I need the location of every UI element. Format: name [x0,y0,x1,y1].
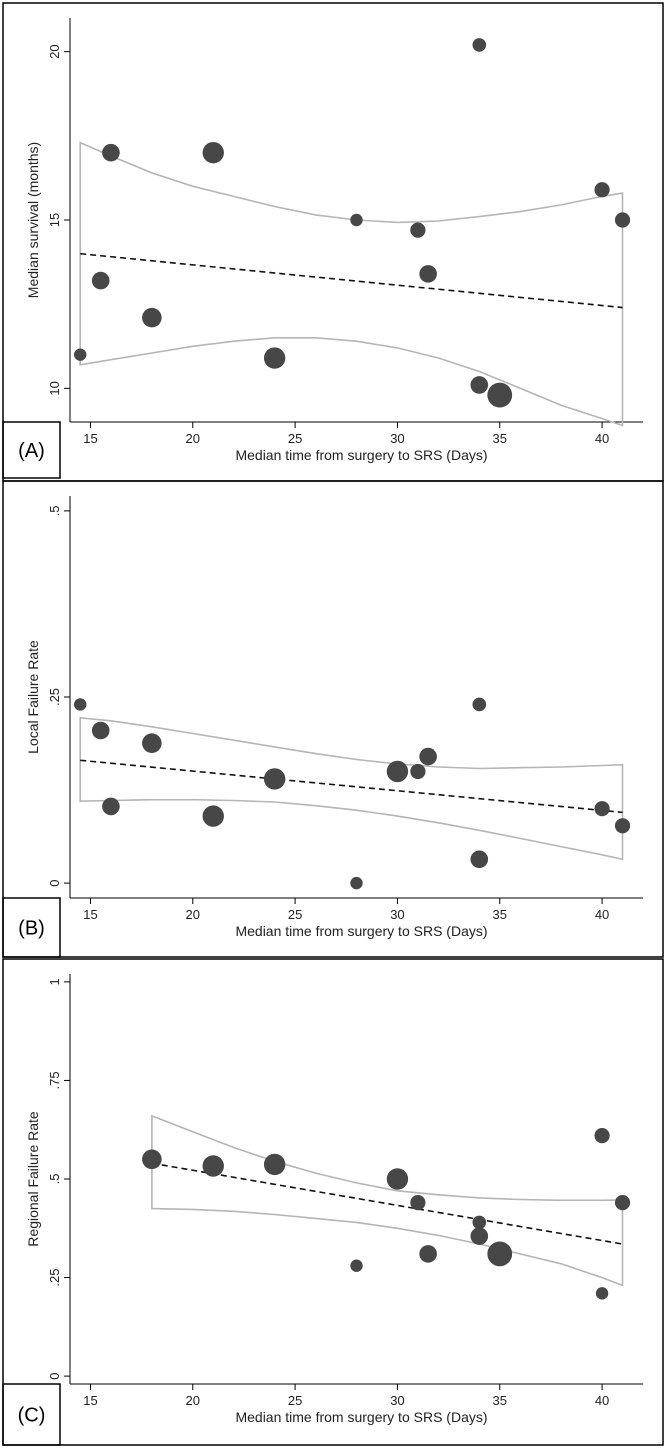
y-axis-title: Median survival (months) [25,142,41,298]
data-point [350,213,363,227]
fit-line [80,759,623,814]
x-tick-label: 30 [390,907,404,922]
data-point [595,1287,609,1300]
panel-tag: (B) [18,918,45,940]
data-point [594,801,610,817]
data-point [419,1245,437,1263]
chart-panel: 15 20 25 30 35 40 0 .25 .5 Median time from surge… [2,480,664,958]
data-point [263,768,286,790]
panel-border [2,2,664,482]
data-point [410,763,426,780]
y-tick-label: .75 [47,1071,62,1089]
y-axis-title: Regional Failure Rate [25,1111,41,1247]
y-tick-label: 0 [47,879,62,886]
x-tick-label: 25 [288,431,302,446]
data-point [386,760,409,783]
y-tick-label: 15 [47,213,62,227]
panel-tag: (A) [18,440,45,462]
x-tick-label: 15 [83,907,97,922]
y-tick-label: 10 [47,381,62,395]
y-tick-label: .25 [47,1269,62,1287]
panel-border [2,480,664,958]
data-point [410,222,426,238]
data-point [614,1195,631,1211]
x-axis-title: Median time from surgery to SRS (Days) [235,923,487,939]
x-tick-label: 35 [493,431,507,446]
x-axis-title: Median time from surgery to SRS (Days) [235,447,487,463]
y-tick-label: .5 [47,1174,62,1185]
x-tick-label: 35 [493,907,507,922]
data-point [202,141,224,164]
data-point [614,818,631,834]
x-tick-label: 20 [186,431,200,446]
x-tick-label: 40 [595,431,609,446]
confidence-band [79,141,624,427]
confidence-band [151,1114,624,1287]
data-point [263,1153,286,1176]
data-point [594,1128,610,1144]
x-tick-label: 15 [83,431,97,446]
x-tick-label: 15 [83,1393,97,1408]
data-point [91,271,110,290]
data-point [419,265,437,283]
confidence-band [79,716,624,861]
data-point [470,1227,489,1245]
data-point [202,1155,224,1177]
y-tick-label: 0 [47,1372,62,1379]
data-point [350,1259,363,1272]
x-tick-label: 30 [390,1393,404,1408]
x-tick-label: 30 [390,431,404,446]
panel-tag: (C) [18,1405,46,1427]
data-point [487,382,513,408]
data-point [102,797,120,816]
chart-panel: 15 20 25 30 35 40 0 .25 .5 .75 1 Median time from s… [2,958,664,1446]
y-tick-label: .25 [47,688,62,706]
data-point [263,347,286,369]
data-point [74,698,87,711]
data-point [142,1149,162,1170]
data-point [472,38,487,52]
data-point [142,307,162,328]
data-point [386,1168,409,1190]
data-point [470,850,489,869]
data-point [410,1195,426,1211]
x-tick-label: 35 [493,1393,507,1408]
data-point [472,697,487,712]
data-point [472,1215,487,1230]
data-point [487,1241,513,1267]
data-point [470,376,489,394]
panel-tag-box [2,421,61,479]
data-point [142,733,162,753]
y-tick-label: 1 [47,978,62,985]
x-tick-label: 40 [595,907,609,922]
data-point [614,212,631,228]
panel-tag-box [2,897,61,958]
x-tick-label: 20 [186,907,200,922]
x-axis-title: Median time from surgery to SRS (Days) [235,1409,487,1425]
data-point [419,747,437,766]
x-tick-label: 25 [288,1393,302,1408]
y-axis-title: Local Failure Rate [25,640,41,754]
y-tick-label: .5 [47,505,62,516]
x-tick-label: 40 [595,1393,609,1408]
fit-line [80,252,623,309]
fit-line [151,1162,623,1245]
data-point [350,876,363,890]
data-point [74,348,87,361]
x-tick-label: 20 [186,1393,200,1408]
data-point [102,143,120,162]
panel-border [2,958,664,1446]
x-tick-label: 25 [288,907,302,922]
data-point [91,721,110,740]
data-point [202,805,224,827]
data-point [594,182,610,198]
y-tick-label: 20 [47,44,62,58]
panel-tag-box [2,1383,61,1446]
chart-panel: 15 20 25 30 35 40 10 15 20 Median time from surge… [2,2,664,482]
